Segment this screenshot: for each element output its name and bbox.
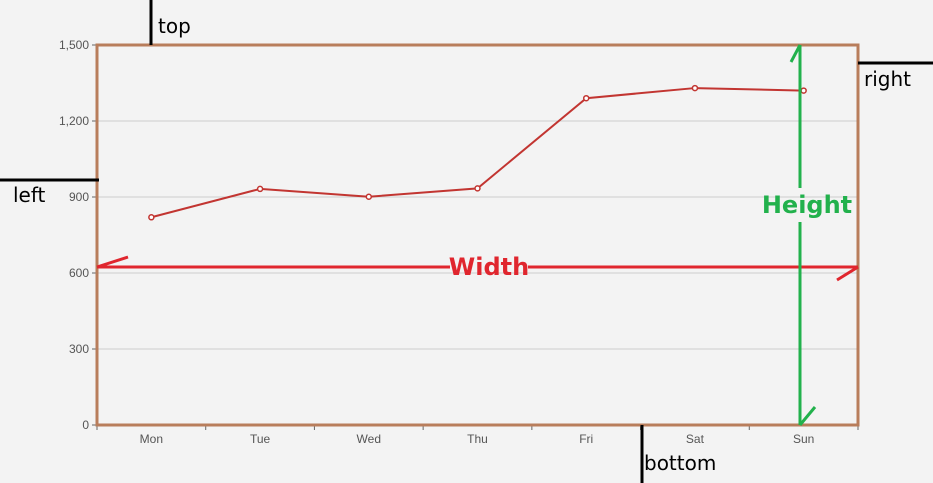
x-tick-label: Tue [250, 432, 271, 446]
data-point [474, 185, 481, 192]
x-tick-label: Mon [140, 432, 163, 446]
data-point [691, 84, 699, 92]
data-point [582, 94, 590, 102]
y-tick-label: 1,500 [59, 38, 89, 52]
y-tick-label: 900 [69, 190, 89, 204]
width-label: Width [449, 253, 529, 281]
grid-frame [95, 43, 860, 427]
width-arrowhead-left [96, 255, 129, 269]
x-tick-label: Fri [579, 432, 593, 446]
x-tick-label: Wed [357, 432, 381, 446]
data-point [365, 193, 373, 200]
data-point [148, 214, 155, 221]
y-tick-label: 600 [69, 266, 89, 280]
height-label: Height [762, 191, 852, 219]
width-arrowhead-right [836, 265, 859, 282]
data-point [256, 185, 264, 193]
x-tick-label: Thu [467, 432, 488, 446]
y-tick-label: 1,200 [59, 114, 89, 128]
height-arrowhead-bottom [798, 406, 817, 426]
x-tick-label: Sat [686, 432, 705, 446]
right-annotation: right [864, 67, 911, 91]
height-arrowhead-top [789, 44, 802, 63]
data-point [800, 87, 807, 94]
left-annotation: left [13, 183, 46, 207]
bottom-annotation: bottom [644, 451, 716, 475]
y-tick-label: 0 [82, 418, 89, 432]
top-annotation: top [158, 14, 191, 38]
y-tick-label: 300 [69, 342, 89, 356]
x-tick-label: Sun [793, 432, 814, 446]
